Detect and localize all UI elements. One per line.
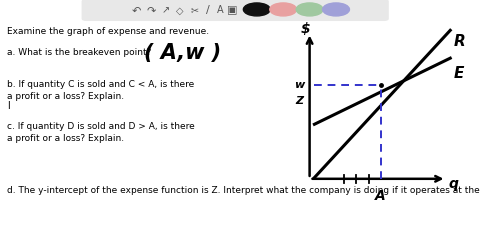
Text: w: w [294, 79, 304, 89]
FancyBboxPatch shape [82, 0, 389, 22]
Text: ▣: ▣ [227, 5, 237, 15]
Text: ↗: ↗ [162, 5, 169, 15]
Text: Z: Z [296, 95, 304, 106]
Text: d. The y-intercept of the expense function is Z. Interpret what the company is d: d. The y-intercept of the expense functi… [7, 185, 480, 194]
Text: b. If quantity C is sold and C < A, is there: b. If quantity C is sold and C < A, is t… [7, 80, 194, 89]
Circle shape [270, 4, 297, 17]
Circle shape [243, 4, 270, 17]
Text: Examine the graph of expense and revenue.: Examine the graph of expense and revenue… [7, 27, 209, 36]
Text: ✂: ✂ [191, 5, 198, 15]
Text: ↶: ↶ [132, 5, 142, 15]
Text: A: A [216, 5, 223, 15]
Text: ↷: ↷ [146, 5, 156, 15]
Text: R: R [454, 34, 465, 49]
Text: ◇: ◇ [176, 5, 184, 15]
Text: E: E [454, 65, 464, 80]
Circle shape [296, 4, 323, 17]
Text: c. If quantity D is sold and D > A, is there: c. If quantity D is sold and D > A, is t… [7, 122, 195, 130]
Text: q: q [449, 177, 458, 191]
Text: A: A [375, 188, 386, 202]
Text: a profit or a loss? Explain.: a profit or a loss? Explain. [7, 133, 124, 142]
Text: l: l [7, 100, 10, 110]
Circle shape [323, 4, 349, 17]
Text: $: $ [300, 22, 310, 36]
Text: ( A,w ): ( A,w ) [144, 43, 221, 63]
Text: /: / [206, 5, 210, 15]
Text: a profit or a loss? Explain.: a profit or a loss? Explain. [7, 91, 124, 100]
Text: a. What is the breakeven point?: a. What is the breakeven point? [7, 48, 152, 56]
